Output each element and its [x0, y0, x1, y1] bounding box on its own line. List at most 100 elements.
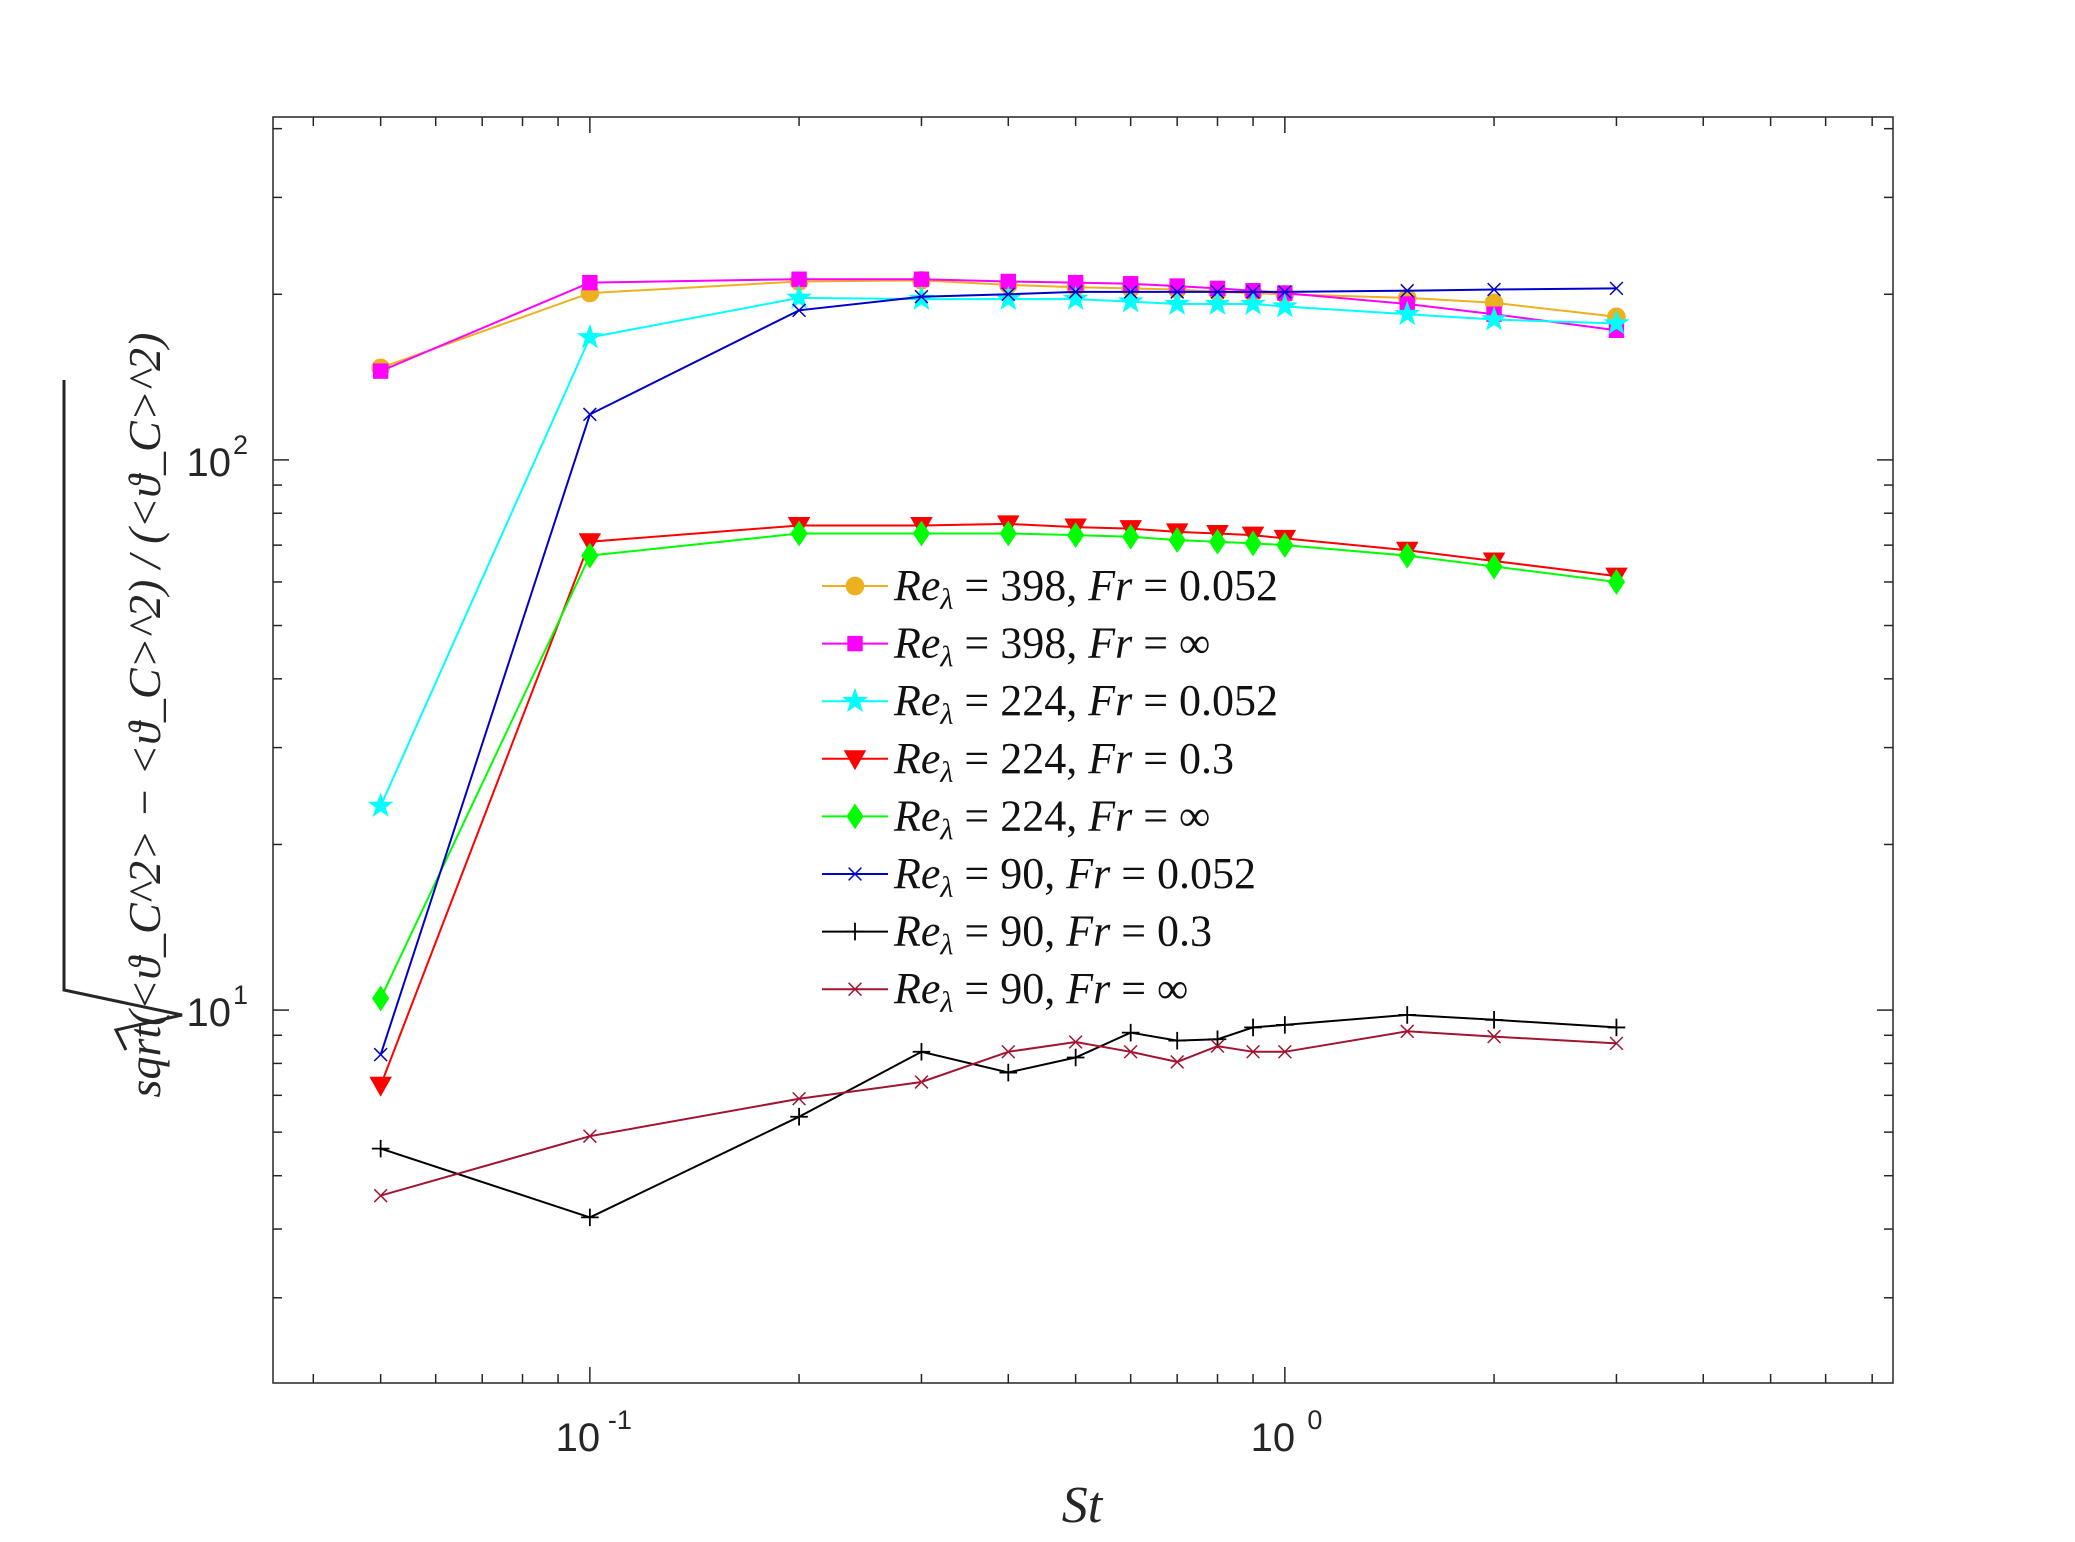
- legend-label-part: Re: [893, 734, 940, 783]
- legend-label-part: = 0.052: [1110, 849, 1256, 898]
- legend-label-part: Fr: [1087, 561, 1133, 610]
- legend-label-part: Fr: [1087, 676, 1133, 725]
- legend-label-part: Fr: [1087, 734, 1133, 783]
- x-tick-exponent: 0: [1307, 1405, 1322, 1435]
- y-tick-exponent: 2: [233, 430, 248, 460]
- legend-label: Reλ = 224, Fr = ∞: [893, 791, 1210, 846]
- legend-label-part: = ∞: [1110, 964, 1188, 1013]
- legend-label: Reλ = 90, Fr = 0.3: [893, 907, 1212, 962]
- minor-ticks: [273, 117, 1893, 1383]
- data-point: [792, 303, 807, 318]
- data-point: [371, 1139, 390, 1158]
- data-point: [582, 407, 597, 422]
- plot-frame: [272, 116, 1894, 1384]
- legend-label-part: λ: [939, 756, 953, 789]
- series-line: [379, 296, 1617, 807]
- data-point: [1164, 290, 1191, 315]
- legend-label-part: λ: [939, 871, 953, 904]
- legend-label: Reλ = 398, Fr = 0.052: [893, 561, 1278, 616]
- y-tick-exponent: 1: [233, 980, 248, 1010]
- legend-label-part: = 224,: [953, 676, 1088, 725]
- data-point: [367, 792, 394, 817]
- data-point: [791, 271, 807, 287]
- data-point: [1123, 284, 1138, 299]
- series-7: [371, 1006, 1626, 1227]
- data-point: [843, 750, 867, 771]
- data-point: [1208, 528, 1227, 555]
- data-point: [1603, 309, 1630, 335]
- legend-label-part: = ∞: [1132, 791, 1210, 840]
- legend-label-part: Fr: [1065, 964, 1111, 1013]
- legend-label-part: Re: [893, 907, 940, 956]
- data-point: [1066, 1048, 1085, 1067]
- data-point: [842, 687, 868, 713]
- data-point: [913, 271, 930, 287]
- data-point: [369, 1076, 392, 1097]
- data-point: [999, 1063, 1018, 1082]
- series-line: [380, 1013, 1617, 1219]
- data-point: [1607, 1018, 1626, 1037]
- legend-label-part: = 0.052: [1132, 676, 1278, 725]
- legend-label-part: Fr: [1065, 907, 1111, 956]
- data-point: [1168, 1031, 1186, 1050]
- data-point: [1607, 569, 1626, 595]
- series-6: [373, 281, 1624, 1062]
- series-line: [380, 279, 1617, 369]
- data-point: [582, 1129, 597, 1144]
- legend-label-part: Re: [893, 561, 940, 610]
- data-point: [847, 635, 863, 652]
- legend-label-part: Re: [893, 849, 940, 898]
- data-point: [581, 1208, 599, 1227]
- data-point: [1117, 288, 1144, 313]
- legend-label-part: = 90,: [953, 907, 1066, 956]
- legend-label-part: = 224,: [953, 734, 1088, 783]
- data-point: [1170, 1054, 1185, 1069]
- data-point: [1609, 281, 1624, 296]
- data-point: [848, 867, 862, 881]
- legend-label-part: = 90,: [953, 849, 1066, 898]
- legend-item: Reλ = 90, Fr = 0.3: [822, 907, 1212, 962]
- data-point: [577, 323, 603, 349]
- series-5: [372, 520, 1626, 1012]
- legend-label-part: λ: [939, 698, 953, 731]
- series-line: [380, 278, 1617, 373]
- legend-label-part: = 224,: [953, 791, 1088, 840]
- data-point: [1277, 284, 1292, 299]
- y-axis-label-radical: [62, 380, 183, 1051]
- legend-label-part: λ: [939, 583, 953, 616]
- series-line: [379, 287, 1617, 1055]
- data-point: [912, 520, 931, 547]
- data-point: [1240, 290, 1266, 315]
- data-point: [1485, 1011, 1503, 1029]
- data-point: [1400, 1024, 1415, 1039]
- data-point: [1068, 1035, 1083, 1049]
- data-point: [999, 520, 1017, 547]
- data-point: [1609, 1036, 1624, 1051]
- data-point: [1400, 283, 1415, 298]
- data-point: [582, 274, 598, 291]
- legend-label-part: = ∞: [1132, 619, 1210, 668]
- y-tick-label: 10: [187, 991, 232, 1035]
- data-point: [792, 1091, 807, 1106]
- data-point: [1170, 284, 1185, 299]
- data-point: [1485, 553, 1503, 580]
- legend-label-part: Fr: [1087, 791, 1133, 840]
- legend-item: Reλ = 224, Fr = 0.3: [822, 734, 1234, 789]
- legend-label-part: = 398,: [953, 561, 1088, 610]
- legend-label: Reλ = 224, Fr = 0.052: [893, 676, 1278, 731]
- legend-label: Reλ = 90, Fr = 0.052: [893, 849, 1256, 904]
- legend-label: Reλ = 90, Fr = ∞: [893, 964, 1188, 1019]
- data-point: [1398, 1006, 1417, 1024]
- data-point: [1487, 1029, 1501, 1044]
- data-point: [1276, 532, 1294, 559]
- data-point: [581, 542, 599, 569]
- data-point: [1210, 284, 1225, 299]
- series-3: [367, 284, 1630, 817]
- series-line: [379, 532, 1617, 999]
- data-point: [846, 922, 864, 941]
- legend-item: Reλ = 224, Fr = ∞: [822, 791, 1210, 846]
- legend-label-part: = 0.3: [1110, 907, 1212, 956]
- data-point: [845, 576, 865, 596]
- data-point: [373, 1188, 388, 1203]
- y-axis-label-text: sqrt(<ϑ_C^2> − <ϑ_C>^2) / (<ϑ_C>^2): [119, 333, 170, 1098]
